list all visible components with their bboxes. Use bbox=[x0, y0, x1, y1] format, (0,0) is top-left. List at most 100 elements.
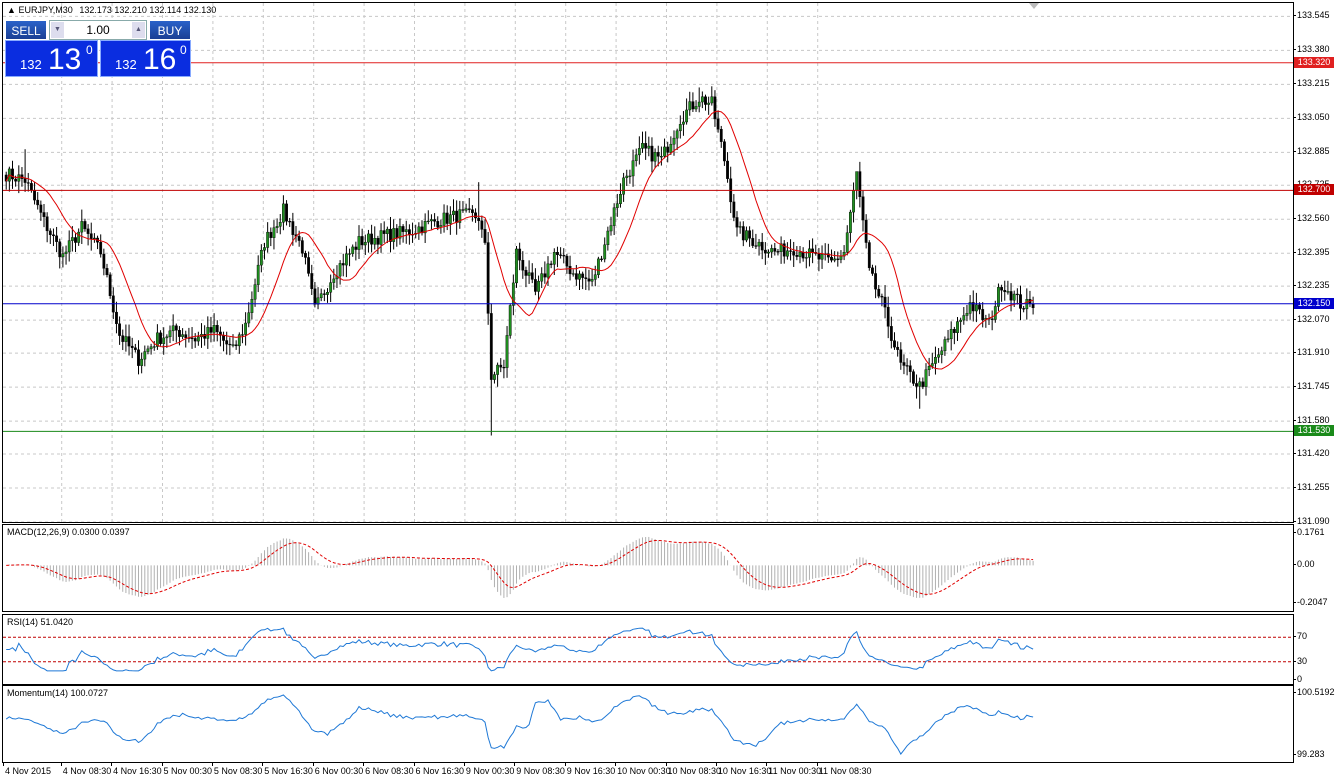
level-price-tag[interactable]: 131.530 bbox=[1294, 425, 1334, 437]
bear-candle-body bbox=[121, 335, 125, 342]
bull-candle-body bbox=[511, 282, 515, 306]
candle bbox=[52, 228, 55, 247]
candle bbox=[433, 213, 436, 227]
bear-candle-body bbox=[26, 182, 30, 184]
bull-candle-body bbox=[272, 227, 276, 238]
bear-candle-body bbox=[543, 273, 547, 278]
sell-price-box[interactable]: 132 13 0 bbox=[5, 40, 98, 77]
bull-candle-body bbox=[392, 228, 396, 242]
bear-candle-body bbox=[118, 323, 122, 336]
bull-candle-body bbox=[319, 293, 323, 299]
macd-axis: 0.1761 0.00 -0.2047 bbox=[1293, 524, 1335, 612]
bear-candle-body bbox=[39, 204, 43, 213]
bear-candle-body bbox=[719, 129, 723, 142]
candle bbox=[861, 190, 865, 232]
one-click-trading-panel: SELL ▼ 1.00 ▲ BUY 132 13 0 132 16 0 bbox=[5, 20, 191, 77]
candle bbox=[7, 166, 11, 192]
candle bbox=[80, 209, 84, 244]
bear-candle-body bbox=[760, 241, 764, 251]
bear-candle-body bbox=[518, 248, 522, 261]
price-chart-pane[interactable]: ▲ EURJPY,M30 132.173 132.210 132.114 132… bbox=[2, 2, 1294, 523]
bull-candle-body bbox=[527, 272, 531, 276]
candle bbox=[373, 226, 377, 250]
time-axis-tick bbox=[665, 762, 667, 766]
buy-price-box[interactable]: 132 16 0 bbox=[100, 40, 191, 77]
candle bbox=[543, 261, 547, 284]
bull-candle-body bbox=[669, 143, 673, 153]
collapse-triangle-icon[interactable]: ▲ bbox=[7, 5, 16, 15]
bull-candle-body bbox=[943, 339, 947, 352]
candle bbox=[978, 302, 981, 315]
bear-candle-body bbox=[773, 248, 777, 252]
candle bbox=[719, 125, 723, 148]
candle bbox=[880, 293, 884, 307]
candle bbox=[11, 160, 14, 189]
lot-decrease-arrow-icon[interactable]: ▼ bbox=[51, 22, 64, 38]
price-axis-tick bbox=[1293, 285, 1296, 287]
bull-candle-body bbox=[653, 152, 657, 162]
buy-button[interactable]: BUY bbox=[149, 20, 191, 40]
bull-candle-body bbox=[464, 208, 468, 211]
candle bbox=[137, 340, 140, 375]
candle bbox=[1000, 284, 1004, 302]
price-axis[interactable]: 133.545 133.380 133.215 133.050 132.885 132.7… bbox=[1293, 2, 1335, 526]
bear-candle-body bbox=[524, 270, 528, 276]
candle bbox=[228, 337, 232, 356]
bull-candle-body bbox=[968, 302, 972, 314]
bull-candle-body bbox=[92, 237, 96, 240]
bull-candle-body bbox=[934, 357, 937, 364]
bear-candle-body bbox=[222, 335, 225, 341]
momentum-pane[interactable]: Momentum(14) 100.0727 bbox=[2, 685, 1294, 763]
bear-candle-body bbox=[908, 365, 912, 372]
lot-increase-arrow-icon[interactable]: ▲ bbox=[132, 22, 145, 38]
candle bbox=[650, 137, 654, 173]
bull-candle-body bbox=[924, 369, 928, 387]
candle bbox=[382, 221, 386, 243]
bull-candle-body bbox=[593, 274, 597, 280]
sell-button[interactable]: SELL bbox=[5, 20, 47, 40]
candle bbox=[345, 245, 348, 278]
level-price-tag[interactable]: 132.700 bbox=[1294, 184, 1334, 196]
bull-candle-body bbox=[804, 257, 808, 259]
candle bbox=[823, 243, 827, 261]
lot-size-field[interactable]: ▼ 1.00 ▲ bbox=[49, 20, 147, 40]
candle bbox=[776, 248, 780, 256]
candle bbox=[946, 329, 950, 343]
bear-candle-body bbox=[483, 229, 487, 243]
candle bbox=[58, 238, 62, 269]
lot-size-value[interactable]: 1.00 bbox=[86, 23, 110, 37]
bear-candle-body bbox=[902, 362, 906, 366]
candle bbox=[540, 267, 544, 288]
bear-candle-body bbox=[584, 277, 588, 279]
bear-candle-body bbox=[467, 208, 471, 210]
candle bbox=[981, 302, 985, 328]
bull-candle-body bbox=[423, 221, 427, 234]
candle bbox=[820, 245, 824, 269]
candle bbox=[672, 130, 676, 156]
rsi-pane[interactable]: RSI(14) 51.0420 bbox=[2, 614, 1294, 685]
bear-candle-body bbox=[291, 221, 295, 235]
candle bbox=[997, 283, 1000, 311]
macd-axis-label: 0.1761 bbox=[1297, 527, 1325, 537]
bull-candle-body bbox=[631, 160, 635, 177]
bull-candle-body bbox=[678, 124, 682, 132]
candle bbox=[174, 323, 178, 343]
bull-candle-body bbox=[641, 143, 644, 149]
candle bbox=[395, 224, 399, 247]
scroll-marker-icon[interactable] bbox=[1029, 3, 1039, 9]
bear-candle-body bbox=[713, 96, 717, 120]
rsi-title: RSI(14) 51.0420 bbox=[7, 617, 74, 627]
candle bbox=[760, 233, 764, 260]
macd-pane[interactable]: MACD(12,26,9) 0.0300 0.0397 bbox=[2, 524, 1294, 612]
level-price-tag[interactable]: 133.320 bbox=[1294, 56, 1334, 68]
candle bbox=[990, 310, 994, 331]
candle bbox=[385, 226, 389, 244]
candle bbox=[253, 278, 257, 307]
bear-candle-body bbox=[48, 230, 52, 235]
level-price-tag[interactable]: 132.150 bbox=[1294, 297, 1334, 309]
price-axis-label: 132.885 bbox=[1297, 146, 1330, 157]
candle bbox=[215, 320, 219, 342]
bear-candle-body bbox=[893, 340, 896, 348]
candle bbox=[741, 221, 745, 247]
bear-candle-body bbox=[307, 257, 310, 274]
